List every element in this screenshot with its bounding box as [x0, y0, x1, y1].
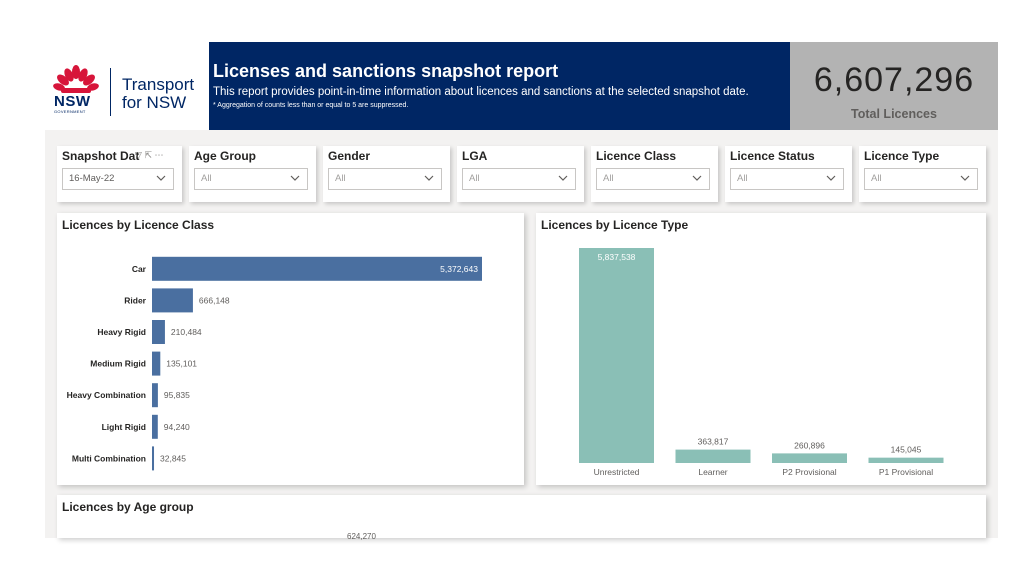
- category-label: Heavy Rigid: [97, 327, 146, 337]
- age-group-dropdown[interactable]: All: [194, 168, 308, 190]
- dropdown-value: All: [737, 173, 748, 184]
- slicer-licence-type: Licence Type All: [859, 146, 986, 202]
- brand-line-2: for NSW: [122, 93, 187, 112]
- category-label: P2 Provisional: [782, 467, 836, 477]
- chart-title: Licences by Age group: [62, 500, 194, 514]
- logo-divider: [110, 68, 111, 116]
- category-label: Multi Combination: [72, 453, 146, 463]
- filter-icon[interactable]: ▽: [135, 150, 142, 160]
- slicer-header-icons: ▽ ⇱ ⋯: [135, 150, 164, 161]
- slicer-label: Licence Type: [864, 149, 940, 163]
- data-label: 145,045: [891, 445, 922, 455]
- licence-type-column-chart: 5,837,538 Unrestricted 363,817 Learner 260,8…: [579, 248, 944, 477]
- more-options-icon[interactable]: ⋯: [154, 150, 164, 160]
- gender-dropdown[interactable]: All: [328, 168, 442, 190]
- bar[interactable]: [152, 288, 193, 313]
- slicer-snapshot-date: Snapshot Dat ▽ ⇱ ⋯ 16-May-22: [57, 146, 182, 202]
- slicer-label: Gender: [328, 149, 371, 163]
- data-label: 210,484: [171, 327, 202, 337]
- chevron-down-icon: [826, 175, 836, 181]
- data-label: 32,845: [160, 453, 186, 463]
- category-label: Heavy Combination: [67, 390, 146, 400]
- bar[interactable]: [152, 320, 165, 344]
- chevron-down-icon: [960, 175, 970, 181]
- chevron-down-icon: [558, 175, 568, 181]
- data-label: 95,835: [164, 390, 190, 400]
- report-header: Licenses and sanctions snapshot report T…: [209, 42, 790, 130]
- data-label: 5,372,643: [440, 264, 478, 274]
- chevron-down-icon: [692, 175, 702, 181]
- nsw-government-text: GOVERNMENT: [54, 109, 86, 114]
- slicer-lga: LGA All: [457, 146, 584, 202]
- chart-title: Licences by Licence Class: [62, 218, 215, 232]
- dropdown-value: All: [469, 173, 480, 184]
- category-label: Rider: [124, 295, 146, 305]
- bar[interactable]: [152, 383, 158, 408]
- data-label: 135,101: [166, 359, 197, 369]
- focus-mode-icon[interactable]: ⇱: [144, 150, 152, 160]
- slicer-licence-status: Licence Status All: [725, 146, 852, 202]
- dropdown-value: All: [335, 173, 346, 184]
- total-licences-label: Total Licences: [851, 107, 937, 121]
- data-label: 5,837,538: [598, 252, 636, 262]
- dropdown-value: 16-May-22: [69, 173, 115, 184]
- data-label: 666,148: [199, 295, 230, 305]
- data-label: 94,240: [164, 422, 190, 432]
- category-label: Learner: [698, 467, 727, 477]
- slicer-gender: Gender All: [323, 146, 450, 202]
- dropdown-value: All: [201, 173, 212, 184]
- transport-brand: Transport for NSW: [122, 76, 194, 112]
- slicer-age-group: Age Group All: [189, 146, 316, 202]
- lga-dropdown[interactable]: All: [462, 168, 576, 190]
- snapshot-date-dropdown[interactable]: 16-May-22: [62, 168, 174, 190]
- waratah-icon: [53, 65, 99, 93]
- bar[interactable]: [152, 446, 155, 471]
- dropdown-value: All: [871, 173, 882, 184]
- category-label: P1 Provisional: [879, 467, 933, 477]
- column[interactable]: [579, 248, 654, 463]
- report-subtitle: This report provides point-in-time infor…: [213, 86, 749, 98]
- total-licences-card: 6,607,296 Total Licences: [790, 42, 998, 130]
- licence-class-dropdown[interactable]: All: [596, 168, 710, 190]
- licence-status-dropdown[interactable]: All: [730, 168, 844, 190]
- slicer-label: LGA: [462, 149, 488, 163]
- column[interactable]: [772, 453, 847, 463]
- slicer-label: Licence Class: [596, 149, 677, 163]
- suppression-note: * Aggregation of counts less than or equ…: [213, 102, 409, 109]
- slicer-licence-class: Licence Class All: [591, 146, 718, 202]
- slicer-label: Age Group: [194, 149, 256, 163]
- total-licences-value: 6,607,296: [813, 61, 975, 99]
- bar[interactable]: [152, 256, 482, 281]
- report-title: Licenses and sanctions snapshot report: [213, 61, 559, 81]
- category-label: Car: [132, 264, 147, 274]
- dropdown-value: All: [603, 173, 614, 184]
- column[interactable]: [675, 449, 751, 463]
- licence-class-bar-chart: Car 5,372,643 Rider 666,148 Heavy Rigid 210,4…: [67, 256, 482, 471]
- age-group-chart-panel: Licences by Age group 624,270: [57, 495, 986, 541]
- chevron-down-icon: [424, 175, 434, 181]
- slicer-label: Snapshot Dat: [62, 149, 140, 163]
- category-label: Unrestricted: [594, 467, 640, 477]
- column[interactable]: [868, 457, 944, 463]
- licence-type-dropdown[interactable]: All: [864, 168, 978, 190]
- brand-line-1: Transport: [122, 75, 195, 94]
- nsw-wordmark: NSW: [54, 93, 91, 110]
- licence-class-chart-panel: Licences by Licence Class Car 5,372,643 Ri…: [57, 213, 524, 485]
- chevron-down-icon: [156, 175, 166, 181]
- category-label: Medium Rigid: [90, 359, 146, 369]
- category-label: Light Rigid: [102, 422, 146, 432]
- age-group-data-label: 624,270: [347, 532, 376, 541]
- bar[interactable]: [152, 414, 158, 439]
- data-label: 363,817: [698, 437, 729, 447]
- chart-title: Licences by Licence Type: [541, 218, 689, 232]
- data-label: 260,896: [794, 440, 825, 450]
- licence-type-chart-panel: Licences by Licence Type 5,837,538 Unrest…: [536, 213, 986, 485]
- slicer-label: Licence Status: [730, 149, 815, 163]
- transport-nsw-logo: NSW GOVERNMENT Transport for NSW: [45, 42, 209, 130]
- chevron-down-icon: [290, 175, 300, 181]
- bar[interactable]: [152, 351, 161, 376]
